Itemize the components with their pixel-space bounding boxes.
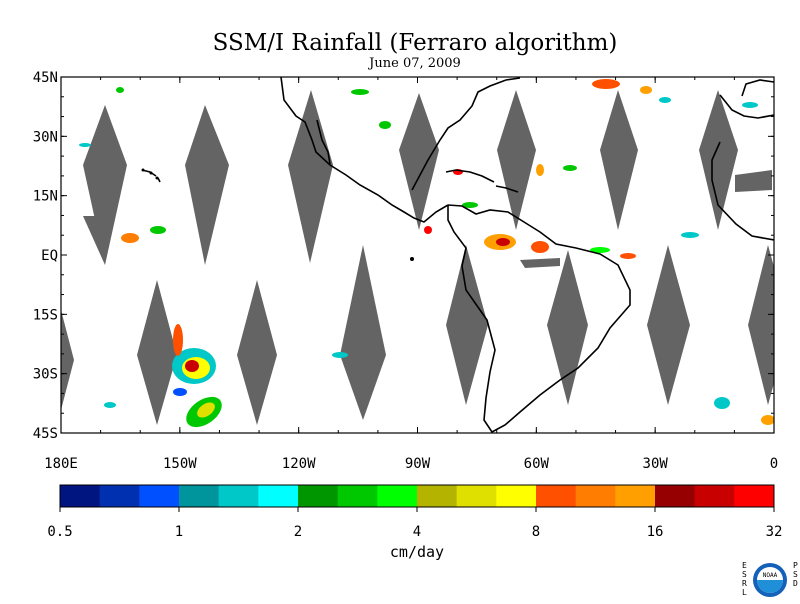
colorbar-tick-label: 32 xyxy=(766,524,783,540)
colorbar-tick-label: 1 xyxy=(175,524,183,540)
svg-text:E: E xyxy=(742,561,747,570)
colorbar-swatch xyxy=(337,485,378,507)
svg-text:S: S xyxy=(742,570,747,579)
lat-label: 45N xyxy=(33,70,58,86)
noaa-logo: E S R L NOAA P S D xyxy=(738,560,800,600)
colorbar-swatch xyxy=(377,485,418,507)
rain-patches xyxy=(79,79,774,428)
svg-text:D: D xyxy=(793,579,798,588)
lon-label: 0 xyxy=(770,456,778,472)
svg-text:R: R xyxy=(742,579,747,588)
map-date: June 07, 2009 xyxy=(369,56,461,71)
svg-text:P: P xyxy=(793,561,798,570)
colorbar-tick-label: 4 xyxy=(413,524,421,540)
svg-text:NOAA: NOAA xyxy=(763,572,778,579)
colorbar-tick-label: 8 xyxy=(532,524,540,540)
colorbar-swatch xyxy=(417,485,458,507)
colorbar-swatch xyxy=(298,485,339,507)
colorbar-ticks: 0.5 1 2 4 8 16 32 xyxy=(47,507,782,540)
colorbar-swatch xyxy=(694,485,735,507)
colorbar-swatch xyxy=(734,485,775,507)
colorbar-tick-label: 0.5 xyxy=(47,524,72,540)
lat-label: 30N xyxy=(33,129,58,145)
colorbar-swatch xyxy=(179,485,220,507)
colorbar-tick-label: 2 xyxy=(294,524,302,540)
svg-text:L: L xyxy=(742,588,747,597)
colorbar-tick-label: 16 xyxy=(647,524,664,540)
colorbar-unit-label: cm/day xyxy=(390,543,444,561)
latitude-axis: 45N 30N 15N EQ 15S 30S 45S xyxy=(33,70,774,442)
colorbar-swatch xyxy=(218,485,259,507)
lat-label: 45S xyxy=(33,426,58,442)
colorbar xyxy=(59,484,775,508)
lon-label: 180E xyxy=(44,456,78,472)
lon-label: 30W xyxy=(643,456,669,472)
colorbar-swatch xyxy=(536,485,577,507)
colorbar-swatch xyxy=(258,485,299,507)
no-data-swaths xyxy=(61,90,774,425)
colorbar-swatch xyxy=(615,485,656,507)
lon-label: 90W xyxy=(405,456,431,472)
svg-text:S: S xyxy=(793,570,798,579)
lon-label: 150W xyxy=(163,456,197,472)
lon-label: 120W xyxy=(282,456,316,472)
colorbar-swatch xyxy=(496,485,537,507)
lat-label: 15S xyxy=(33,307,58,323)
lat-label: 15N xyxy=(33,189,58,205)
colorbar-swatch xyxy=(655,485,696,507)
colorbar-swatch xyxy=(575,485,616,507)
map-title: SSM/I Rainfall (Ferraro algorithm) xyxy=(212,30,618,56)
lat-label: EQ xyxy=(41,248,58,264)
colorbar-swatch xyxy=(139,485,180,507)
colorbar-swatch xyxy=(60,485,101,507)
colorbar-swatch xyxy=(456,485,497,507)
coastlines xyxy=(141,77,774,433)
longitude-axis: 180E 150W 120W 90W 60W 30W 0 xyxy=(44,77,778,472)
lon-label: 60W xyxy=(524,456,550,472)
colorbar-swatch xyxy=(99,485,140,507)
lat-label: 30S xyxy=(33,367,58,383)
